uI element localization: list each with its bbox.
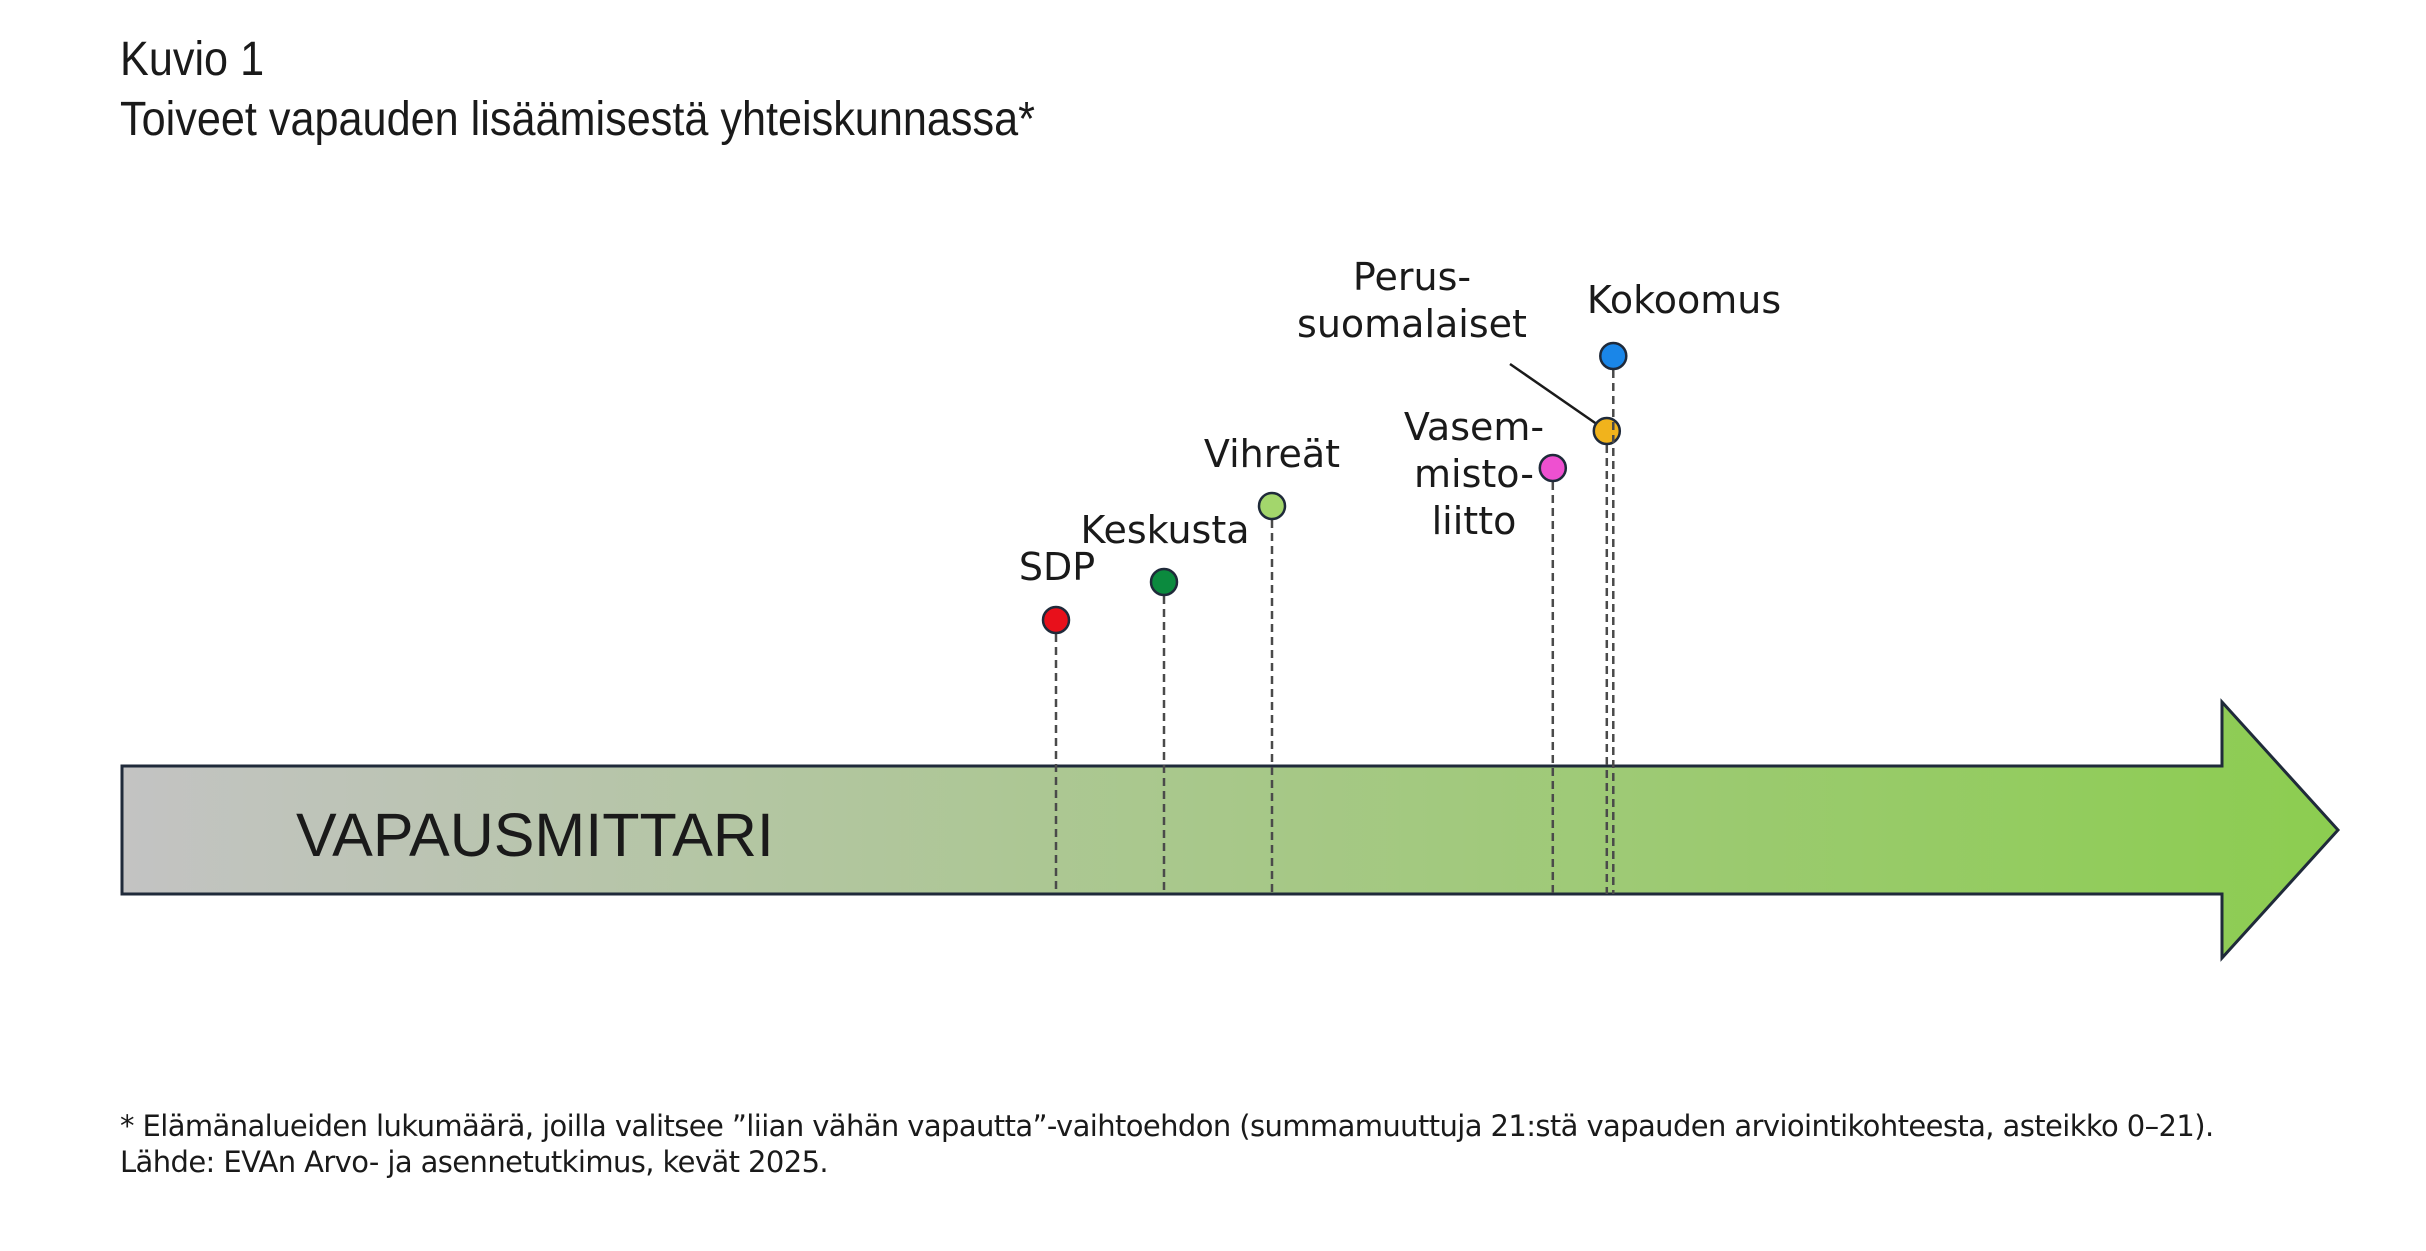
label-line-vasemmistoliitto-3: liitto xyxy=(1432,499,1517,543)
label-line-vihreat-1: Vihreät xyxy=(1204,432,1340,476)
footnote-source: Lähde: EVAn Arvo- ja asennetutkimus, kev… xyxy=(120,1145,829,1179)
marker-vihreat xyxy=(1257,491,1287,521)
label-line-vasemmistoliitto-1: Vasem- xyxy=(1404,405,1544,449)
label-line-vasemmistoliitto-2: misto- xyxy=(1414,452,1534,496)
freedom-meter-label: VAPAUSMITTARI xyxy=(296,801,774,869)
figure-label: Kuvio 1 xyxy=(120,33,265,86)
footnote-definition: * Elämänalueiden lukumäärä, joilla valit… xyxy=(120,1109,2214,1143)
label-keskusta: Keskusta xyxy=(1080,508,1249,552)
label-kokoomus: Kokoomus xyxy=(1587,278,1781,322)
label-line-perussuomalaiset-2: suomalaiset xyxy=(1297,302,1527,346)
label-vasemmistoliitto: Vasem-misto-liitto xyxy=(1404,405,1544,543)
label-sdp: SDP xyxy=(1019,545,1095,589)
marker-sdp xyxy=(1041,605,1071,635)
label-line-kokoomus-1: Kokoomus xyxy=(1587,278,1781,322)
label-line-sdp-1: SDP xyxy=(1019,545,1095,589)
label-line-perussuomalaiset-1: Perus- xyxy=(1353,255,1471,299)
marker-kokoomus xyxy=(1599,341,1628,371)
label-line-keskusta-1: Keskusta xyxy=(1080,508,1249,552)
label-perussuomalaiset: Perus-suomalaiset xyxy=(1297,255,1527,346)
leader-line-perussuomalaiset xyxy=(1509,362,1608,433)
marker-perussuomalaiset xyxy=(1592,416,1622,446)
marker-keskusta xyxy=(1149,567,1179,597)
chart-title: Toiveet vapauden lisäämisestä yhteiskunn… xyxy=(120,93,1035,146)
freedom-meter-arrow xyxy=(120,698,2341,962)
marker-vasemmistoliitto xyxy=(1538,453,1568,483)
label-vihreat: Vihreät xyxy=(1204,432,1340,476)
